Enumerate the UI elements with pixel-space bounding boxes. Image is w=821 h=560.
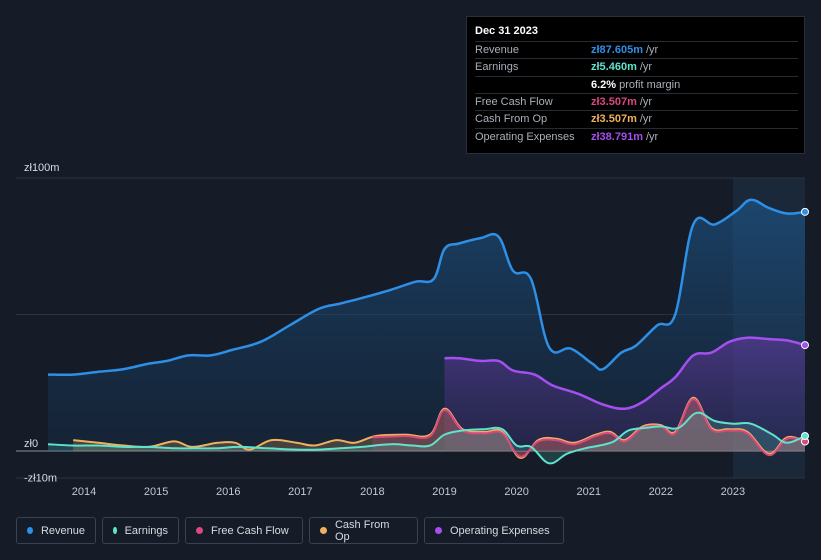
x-axis-labels: 2014 2015 2016 2017 2018 2019 2020 2021 2022 2023	[72, 486, 745, 498]
tooltip-date: Dec 31 2023	[475, 25, 538, 37]
tooltip-value-text: zł38.791m	[591, 130, 643, 143]
legend-dot-icon	[435, 527, 442, 534]
x-tick-label: 2020	[504, 486, 528, 498]
tooltip-row: Earnings zł5.460m/yr	[475, 58, 798, 76]
tooltip-label: Revenue	[475, 44, 520, 56]
series-lines	[47, 198, 806, 465]
y-axis-labels: zł100m zł0 -zł10m	[24, 162, 59, 484]
legend-label: Operating Expenses	[450, 524, 550, 537]
tooltip-value: zł3.507m/yr	[591, 94, 652, 111]
tooltip-unit: /yr	[645, 44, 659, 56]
x-tick-label: 2015	[144, 486, 168, 498]
x-tick-label: 2021	[576, 486, 600, 498]
tooltip-row: Free Cash Flow zł3.507m/yr	[475, 92, 798, 111]
area-earnings	[48, 412, 805, 464]
x-tick-label: 2017	[288, 486, 312, 498]
tooltip-value: zł87.605m/yr	[591, 42, 658, 59]
endpoint-revenue	[801, 207, 809, 216]
y-tick-label: zł100m	[24, 162, 59, 174]
line-free-cash-flow	[372, 398, 806, 458]
tooltip-value-text: zł3.507m	[591, 95, 637, 108]
tooltip-unit: /yr	[639, 95, 653, 108]
tooltip-value-text: zł87.605m	[591, 44, 643, 56]
legend-label: Free Cash Flow	[211, 524, 289, 537]
tooltip-unit: /yr	[639, 113, 653, 126]
series-areas	[48, 199, 805, 464]
legend-dot-icon	[320, 527, 327, 534]
endpoint-earnings	[801, 431, 809, 440]
line-earnings	[47, 411, 806, 465]
tooltip-row: Operating Expenses zł38.791m/yr	[475, 127, 798, 146]
area-operating-expenses	[444, 337, 805, 451]
y-tick-label: zł0	[24, 438, 38, 450]
endpoint-operating-expenses	[801, 341, 809, 350]
area-revenue	[48, 199, 805, 451]
x-tick-label: 2019	[432, 486, 456, 498]
tooltip-value-text: 6.2%	[591, 78, 617, 91]
tooltip-row: Revenue zł87.605m/yr	[475, 41, 798, 59]
y-tick-label: -zł10m	[24, 472, 57, 484]
x-tick-label: 2016	[216, 486, 240, 498]
tooltip-label: Free Cash Flow	[475, 95, 553, 108]
tooltip-unit: profit margin	[619, 78, 681, 91]
x-tick-label: 2022	[649, 486, 673, 498]
tooltip-label: Earnings	[475, 61, 519, 74]
tooltip-panel: Dec 31 2023 Revenue zł87.605m/yr Earnings z…	[466, 16, 805, 154]
legend-item-earnings[interactable]: Earnings	[102, 517, 179, 544]
tooltip-unit: /yr	[639, 61, 653, 74]
legend-item-free-cash-flow[interactable]: Free Cash Flow	[185, 517, 303, 544]
tooltip-value: zł3.507m/yr	[591, 111, 652, 128]
legend-dot-icon	[196, 527, 203, 534]
series-endpoints	[801, 207, 809, 446]
x-tick-label: 2023	[721, 486, 745, 498]
tooltip-row: 6.2% profit margin	[475, 75, 798, 94]
legend-item-cash-from-op[interactable]: Cash From Op	[309, 517, 418, 544]
tooltip-value-text: zł5.460m	[591, 61, 637, 74]
line-operating-expenses	[444, 336, 806, 411]
legend-dot-icon	[27, 527, 33, 534]
legend-label: Cash From Op	[334, 518, 390, 543]
legend-item-operating-expenses[interactable]: Operating Expenses	[424, 517, 564, 544]
legend-label: Earnings	[124, 524, 168, 537]
area-cash-from-op	[73, 397, 805, 458]
x-tick-label: 2014	[72, 486, 96, 498]
tooltip-row: Cash From Op zł3.507m/yr	[475, 110, 798, 128]
line-revenue	[47, 198, 806, 377]
tooltip-value: zł5.460m/yr	[591, 59, 652, 76]
legend-item-revenue[interactable]: Revenue	[16, 517, 96, 544]
tooltip-value: zł38.791m/yr	[591, 129, 658, 146]
tooltip-value: 6.2% profit margin	[591, 77, 680, 94]
tooltip-label: Cash From Op	[475, 113, 548, 126]
legend-dot-icon	[113, 527, 117, 534]
tooltip-unit: /yr	[645, 130, 659, 143]
x-tick-label: 2018	[360, 486, 384, 498]
tooltip-label: Operating Expenses	[475, 130, 575, 143]
tooltip-value-text: zł3.507m	[591, 113, 637, 126]
legend-label: Revenue	[40, 524, 85, 537]
